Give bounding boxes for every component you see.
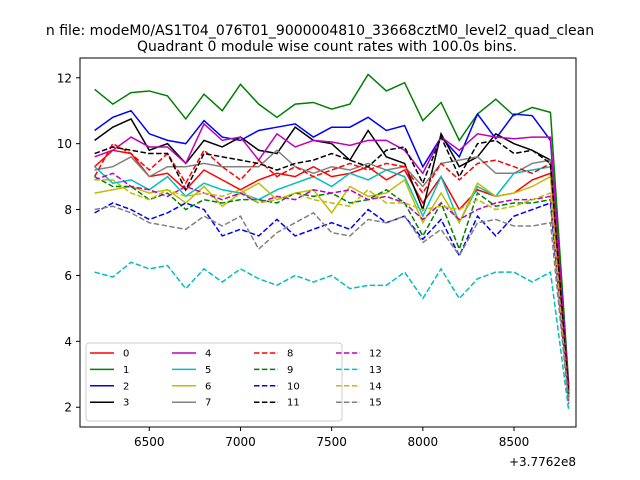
series-line-14 bbox=[94, 179, 570, 405]
x-tick-label: 7500 bbox=[316, 435, 347, 449]
series-line-2 bbox=[94, 109, 570, 388]
x-offset-label: +3.7762e8 bbox=[509, 455, 576, 469]
series-line-11 bbox=[94, 135, 570, 395]
y-tick-label: 6 bbox=[64, 269, 72, 283]
legend-label-9: 9 bbox=[287, 365, 293, 376]
y-tick-label: 2 bbox=[64, 401, 72, 415]
series-line-15 bbox=[94, 205, 570, 405]
legend-label-6: 6 bbox=[205, 381, 211, 392]
axes-frame bbox=[79, 57, 577, 428]
chart-title: Quadrant 0 module wise count rates with … bbox=[137, 39, 517, 55]
series-line-10 bbox=[94, 201, 570, 401]
series-group bbox=[93, 73, 570, 411]
legend-label-0: 0 bbox=[123, 349, 129, 360]
legend-label-13: 13 bbox=[369, 365, 382, 376]
series-line-5 bbox=[94, 165, 570, 398]
legend-label-4: 4 bbox=[205, 349, 211, 360]
legend-label-2: 2 bbox=[123, 381, 129, 392]
legend-label-10: 10 bbox=[287, 381, 300, 392]
legend-label-12: 12 bbox=[369, 349, 382, 360]
y-tick-label: 12 bbox=[57, 71, 72, 85]
series-line-6 bbox=[94, 175, 570, 398]
legend-label-1: 1 bbox=[123, 365, 129, 376]
legend-label-7: 7 bbox=[205, 398, 211, 409]
legend-label-5: 5 bbox=[205, 365, 211, 376]
x-tick-label: 7000 bbox=[225, 435, 256, 449]
series-line-4 bbox=[94, 122, 570, 391]
y-tick-label: 8 bbox=[64, 203, 72, 217]
figure-suptitle: n file: modeM0/AS1T04_076T01_9000004810_… bbox=[46, 23, 594, 39]
x-tick-label: 6500 bbox=[134, 435, 165, 449]
series-line-13 bbox=[94, 261, 570, 411]
series-line-12 bbox=[94, 172, 570, 401]
y-tick-label: 10 bbox=[57, 137, 72, 151]
series-line-1 bbox=[94, 73, 570, 385]
x-tick-label: 8000 bbox=[408, 435, 439, 449]
legend-label-14: 14 bbox=[369, 381, 382, 392]
series-line-0 bbox=[94, 149, 570, 395]
legend-label-8: 8 bbox=[287, 349, 293, 360]
x-tick-label: 8500 bbox=[499, 435, 530, 449]
y-tick-label: 4 bbox=[64, 335, 72, 349]
legend-label-11: 11 bbox=[287, 398, 300, 409]
legend-label-15: 15 bbox=[369, 398, 382, 409]
series-line-8 bbox=[93, 142, 570, 391]
legend-label-3: 3 bbox=[123, 398, 129, 409]
